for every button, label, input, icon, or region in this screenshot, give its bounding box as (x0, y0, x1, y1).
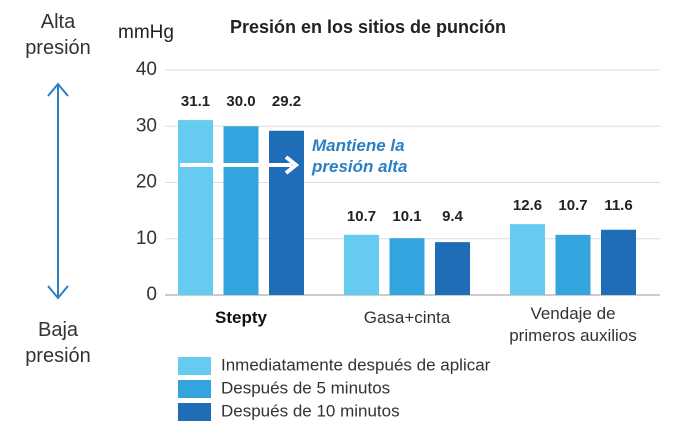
bar (601, 229, 636, 295)
y-tick-label: 10 (136, 228, 157, 249)
legend-swatch (178, 403, 211, 421)
legend-label: Inmediatamente después de aplicar (221, 355, 491, 374)
bar (269, 130, 304, 295)
value-label: 31.1 (181, 93, 210, 110)
chart-title: Presión en los sitios de punción (230, 17, 506, 37)
bar (435, 242, 470, 295)
legend-swatch (178, 380, 211, 398)
legend-label: Después de 5 minutos (221, 378, 390, 397)
value-label: 11.6 (604, 197, 632, 214)
x-tick-label: Vendaje de primeros auxilios (509, 304, 637, 345)
low-pressure-label: Baja presión (25, 319, 91, 367)
legend-swatch (178, 357, 211, 375)
value-label: 12.6 (513, 197, 542, 214)
value-label: 9.4 (442, 208, 464, 225)
y-tick-label: 30 (136, 115, 157, 136)
y-tick-label: 0 (146, 284, 157, 305)
value-label: 10.7 (347, 208, 376, 225)
y-tick-label: 40 (136, 59, 157, 80)
bar (389, 238, 425, 295)
high-pressure-label: Alta presión (25, 11, 91, 59)
x-tick-label: Gasa+cinta (363, 308, 451, 327)
bar (344, 234, 379, 295)
value-label: 10.1 (392, 208, 421, 225)
bar (178, 120, 213, 295)
y-tick-label: 20 (136, 172, 157, 193)
x-tick-label: Stepty (215, 308, 267, 327)
annotation: Mantiene la presión alta (312, 136, 408, 176)
bar (510, 224, 545, 295)
y-axis-label: mmHg (118, 22, 174, 43)
bar (555, 234, 591, 295)
pressure-arrow (47, 82, 69, 300)
annotation-arrowhead (284, 155, 300, 175)
value-label: 30.0 (226, 93, 255, 110)
bar (223, 126, 259, 295)
legend-label: Después de 10 minutos (221, 401, 400, 420)
value-label: 10.7 (558, 197, 587, 214)
value-label: 29.2 (272, 93, 301, 110)
